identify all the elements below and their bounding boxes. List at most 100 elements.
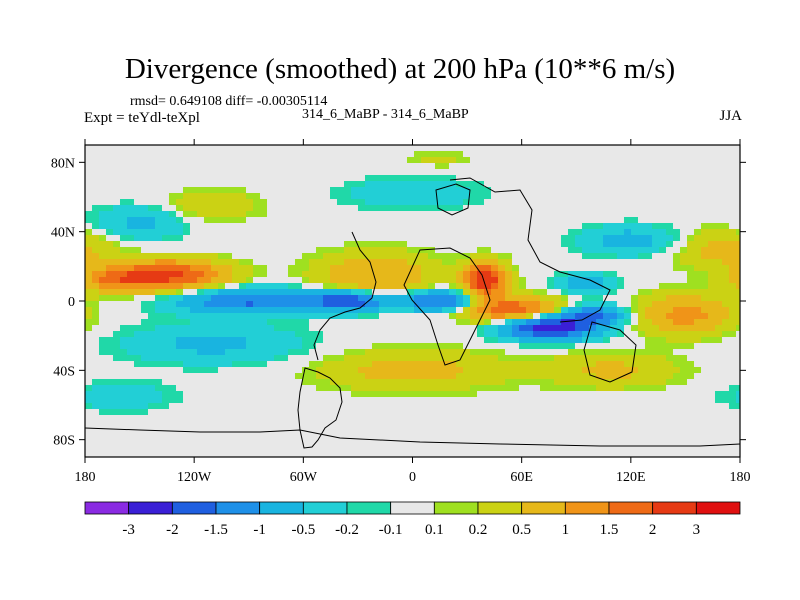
field-cell-4 bbox=[113, 145, 121, 152]
field-cell-1944 bbox=[533, 265, 541, 272]
field-cell-4739 bbox=[358, 445, 366, 452]
field-cell-2406 bbox=[477, 295, 485, 302]
field-cell-4525 bbox=[176, 433, 184, 440]
field-cell-1300 bbox=[631, 223, 639, 230]
y-tick-label-0: 80N bbox=[51, 156, 75, 171]
field-cell-739 bbox=[652, 187, 660, 194]
field-cell-4639 bbox=[316, 439, 324, 446]
field-cell-4119 bbox=[624, 403, 632, 410]
field-cell-3064 bbox=[477, 337, 485, 344]
field-cell-2197 bbox=[330, 283, 338, 290]
field-cell-2914 bbox=[85, 331, 93, 338]
field-cell-838 bbox=[687, 193, 695, 200]
field-cell-1049 bbox=[190, 211, 198, 218]
field-cell-783 bbox=[302, 193, 310, 200]
field-cell-1687 bbox=[708, 247, 716, 254]
field-cell-4616 bbox=[155, 439, 163, 446]
field-cell-754 bbox=[99, 193, 107, 200]
field-cell-860 bbox=[183, 199, 191, 206]
field-cell-3769 bbox=[148, 385, 156, 392]
field-cell-675 bbox=[204, 187, 212, 194]
field-cell-472 bbox=[99, 175, 107, 182]
field-cell-4540 bbox=[281, 433, 289, 440]
field-cell-2127 bbox=[498, 277, 506, 284]
field-cell-1003 bbox=[526, 205, 534, 212]
field-cell-568 bbox=[113, 181, 121, 188]
field-cell-4154 bbox=[211, 409, 219, 416]
field-cell-3377 bbox=[694, 355, 702, 362]
field-cell-789 bbox=[344, 193, 352, 200]
field-cell-3281 bbox=[680, 349, 688, 356]
field-cell-2714 bbox=[659, 313, 667, 320]
field-cell-2240 bbox=[631, 283, 639, 290]
field-cell-1828 bbox=[379, 259, 387, 266]
field-cell-3184 bbox=[659, 343, 667, 350]
field-cell-2367 bbox=[204, 295, 212, 302]
field-cell-3246 bbox=[435, 349, 443, 356]
field-cell-3296 bbox=[127, 355, 135, 362]
field-cell-3170 bbox=[561, 343, 569, 350]
field-cell-1425 bbox=[190, 235, 198, 242]
field-cell-4641 bbox=[330, 439, 338, 446]
field-cell-1348 bbox=[309, 229, 317, 236]
field-cell-792 bbox=[365, 193, 373, 200]
field-cell-2137 bbox=[568, 277, 576, 284]
field-cell-4585 bbox=[596, 433, 604, 440]
field-cell-4341 bbox=[204, 421, 212, 428]
field-cell-4083 bbox=[372, 403, 380, 410]
field-cell-959 bbox=[218, 205, 226, 212]
field-cell-4076 bbox=[323, 403, 331, 410]
field-cell-4023 bbox=[610, 397, 618, 404]
field-cell-3876 bbox=[239, 391, 247, 398]
field-cell-504 bbox=[323, 175, 331, 182]
field-cell-1047 bbox=[176, 211, 184, 218]
field-cell-1641 bbox=[386, 247, 394, 254]
field-cell-2969 bbox=[470, 331, 478, 338]
field-cell-3848 bbox=[701, 385, 709, 392]
field-cell-4442 bbox=[253, 427, 261, 434]
field-cell-3262 bbox=[547, 349, 555, 356]
field-cell-4463 bbox=[400, 427, 408, 434]
field-cell-2226 bbox=[533, 283, 541, 290]
field-cell-746 bbox=[701, 187, 709, 194]
field-cell-300 bbox=[211, 163, 219, 170]
field-cell-4005 bbox=[484, 397, 492, 404]
field-cell-932 bbox=[687, 199, 695, 206]
field-cell-1834 bbox=[421, 259, 429, 266]
field-cell-3650 bbox=[631, 373, 639, 380]
field-cell-795 bbox=[386, 193, 394, 200]
field-cell-1099 bbox=[540, 211, 548, 218]
field-cell-1181 bbox=[456, 217, 464, 224]
field-cell-2490 bbox=[407, 301, 415, 308]
field-cell-3121 bbox=[218, 343, 226, 350]
field-cell-3269 bbox=[596, 349, 604, 356]
field-cell-631 bbox=[554, 181, 562, 188]
field-cell-2983 bbox=[568, 331, 576, 338]
field-cell-3855 bbox=[92, 391, 100, 398]
field-cell-3638 bbox=[547, 373, 555, 380]
field-cell-1547 bbox=[386, 241, 394, 248]
field-cell-3212 bbox=[197, 349, 205, 356]
field-cell-4032 bbox=[673, 397, 681, 404]
field-cell-2633 bbox=[92, 313, 100, 320]
field-cell-4206 bbox=[575, 409, 583, 416]
field-cell-3810 bbox=[435, 385, 443, 392]
field-cell-1036 bbox=[99, 211, 107, 218]
field-cell-1656 bbox=[491, 247, 499, 254]
field-cell-4336 bbox=[169, 421, 177, 428]
field-cell-2144 bbox=[617, 277, 625, 284]
field-cell-1733 bbox=[372, 253, 380, 260]
field-cell-1295 bbox=[596, 223, 604, 230]
field-cell-910 bbox=[533, 199, 541, 206]
field-cell-3449 bbox=[540, 361, 548, 368]
field-cell-363 bbox=[652, 163, 660, 170]
field-cell-4104 bbox=[519, 403, 527, 410]
field-cell-3188 bbox=[687, 343, 695, 350]
field-cell-2685 bbox=[456, 313, 464, 320]
field-cell-3128 bbox=[267, 343, 275, 350]
field-cell-514 bbox=[393, 175, 401, 182]
field-cell-658 bbox=[85, 187, 93, 194]
field-cell-2123 bbox=[470, 277, 478, 284]
field-cell-2538 bbox=[85, 307, 93, 314]
field-cell-3469 bbox=[680, 361, 688, 368]
